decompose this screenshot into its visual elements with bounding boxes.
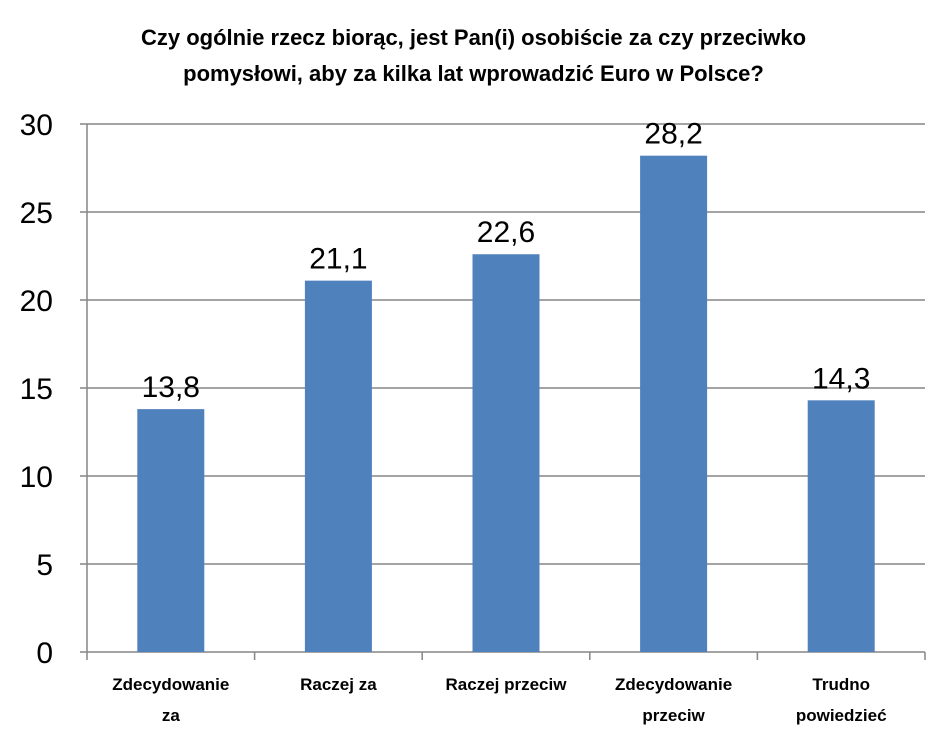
x-category-label: Raczej przeciw xyxy=(446,675,568,694)
y-tick-label: 10 xyxy=(20,461,53,494)
data-label: 28,2 xyxy=(644,118,702,151)
data-label: 13,8 xyxy=(142,371,200,404)
bar xyxy=(304,280,372,652)
y-tick-label: 5 xyxy=(36,549,53,582)
chart-title: Czy ogólnie rzecz biorąc, jest Pan(i) os… xyxy=(0,20,947,92)
x-category-label: Raczej za xyxy=(300,675,377,694)
bar xyxy=(137,409,205,652)
x-category-label: za xyxy=(162,706,181,725)
labels: 0 5 10 15 20 25 30 13,8 Zdecydowanie za 21,1 Raczej… xyxy=(20,109,887,725)
data-label: 22,6 xyxy=(477,216,535,249)
chart-title-line-2: pomysłowi, aby za kilka lat wprowadzić E… xyxy=(183,61,764,86)
data-label: 21,1 xyxy=(309,243,367,276)
y-tick-label: 20 xyxy=(20,285,53,318)
bar xyxy=(472,254,540,653)
bar xyxy=(807,400,875,652)
x-category-label: przeciw xyxy=(642,706,705,725)
bar xyxy=(640,155,708,652)
bars xyxy=(137,155,875,653)
x-category-label: Zdecydowanie xyxy=(615,675,732,694)
chart-title-line-1: Czy ogólnie rzecz biorąc, jest Pan(i) os… xyxy=(140,25,807,50)
data-label: 14,3 xyxy=(812,362,870,395)
x-category-label: Trudno xyxy=(812,675,870,694)
y-tick-label: 0 xyxy=(36,637,53,670)
y-tick-label: 15 xyxy=(20,373,53,406)
y-tick-label: 30 xyxy=(20,109,53,142)
y-tick-label: 25 xyxy=(20,197,53,230)
x-category-label: powiedzieć xyxy=(796,706,887,725)
x-category-label: Zdecydowanie xyxy=(112,675,229,694)
